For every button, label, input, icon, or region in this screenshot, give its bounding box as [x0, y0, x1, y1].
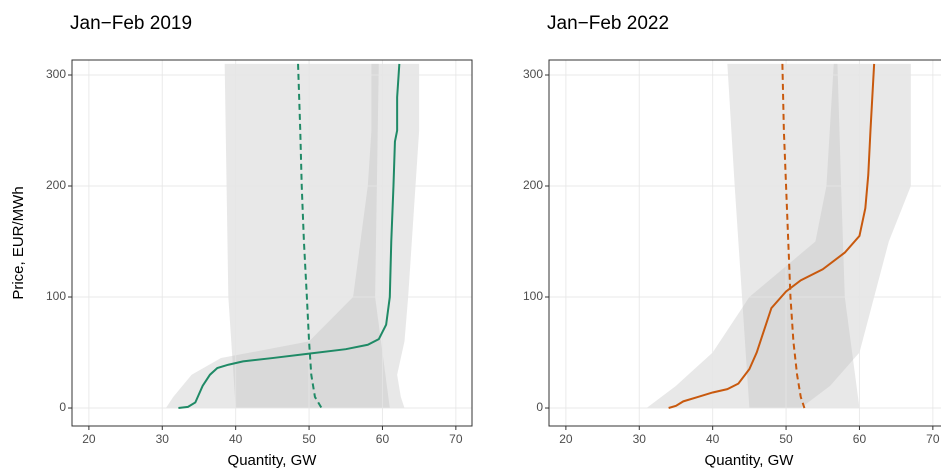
- plot-border: [548, 59, 941, 427]
- x-tick-label: 70: [449, 432, 463, 446]
- uncertainty-band: [727, 63, 860, 409]
- x-tick-label: 50: [779, 432, 793, 446]
- plot-border: [71, 59, 473, 427]
- supply-line: [178, 63, 401, 410]
- demand-line: [781, 63, 806, 409]
- x-tick-label: 40: [706, 432, 720, 446]
- x-tick-label: 30: [633, 432, 647, 446]
- x-tick-label: 20: [559, 432, 573, 446]
- supply-line: [668, 63, 876, 409]
- x-tick-label: 30: [156, 432, 170, 446]
- y-tick-label: 0: [59, 400, 66, 414]
- y-tick-label: 100: [523, 289, 543, 303]
- y-tick-label: 300: [523, 67, 543, 81]
- y-axis-label: Price, EUR/MWh: [10, 186, 27, 299]
- x-tick-label: 60: [376, 432, 390, 446]
- panel-title: Jan−Feb 2022: [547, 13, 669, 34]
- x-axis-label: Quantity, GW: [228, 452, 318, 469]
- uncertainty-band: [646, 63, 911, 409]
- x-tick-label: 40: [229, 432, 243, 446]
- y-tick-label: 300: [46, 67, 66, 81]
- y-tick-label: 100: [46, 289, 66, 303]
- x-tick-label: 50: [302, 432, 316, 446]
- x-tick-label: 20: [82, 432, 96, 446]
- x-tick-label: 60: [853, 432, 867, 446]
- panel-title: Jan−Feb 2019: [70, 13, 192, 34]
- y-tick-label: 200: [523, 178, 543, 192]
- demand-line: [297, 63, 323, 409]
- plot-background: [549, 60, 941, 426]
- x-axis-label: Quantity, GW: [705, 452, 795, 469]
- y-tick-label: 200: [46, 178, 66, 192]
- uncertainty-band: [165, 63, 420, 409]
- x-tick-label: 70: [926, 432, 940, 446]
- uncertainty-band: [224, 63, 390, 409]
- y-tick-label: 0: [536, 400, 543, 414]
- plot-background: [72, 60, 472, 426]
